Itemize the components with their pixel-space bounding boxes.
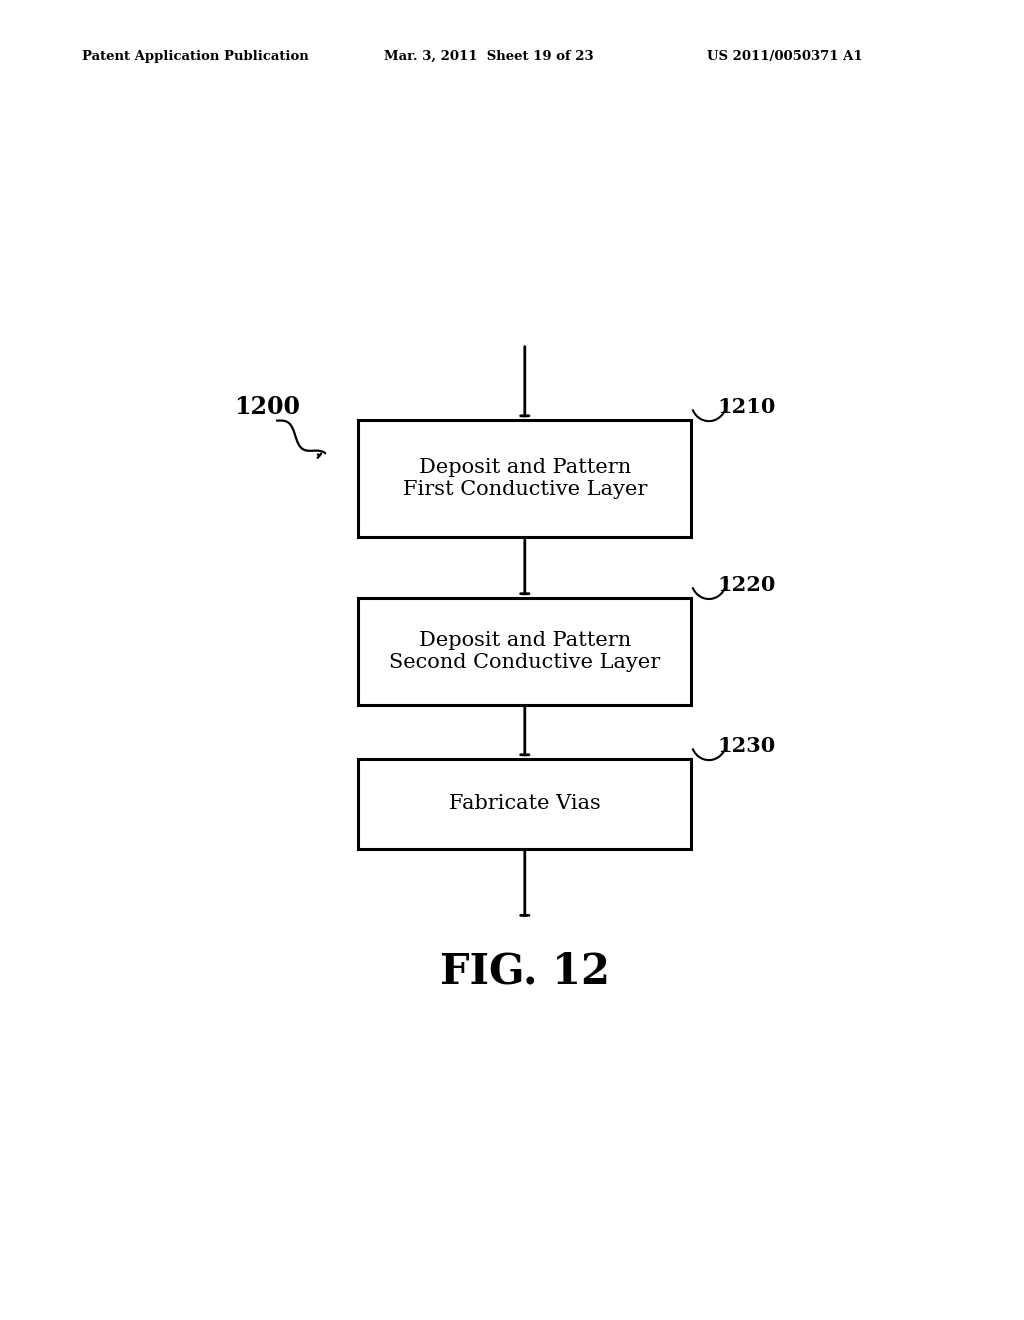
- Text: Patent Application Publication: Patent Application Publication: [82, 50, 308, 63]
- Text: Mar. 3, 2011  Sheet 19 of 23: Mar. 3, 2011 Sheet 19 of 23: [384, 50, 594, 63]
- Bar: [358, 598, 691, 705]
- Text: 1220: 1220: [718, 576, 776, 595]
- Text: Fabricate Vias: Fabricate Vias: [449, 795, 601, 813]
- Text: 1210: 1210: [718, 397, 776, 417]
- Text: 1200: 1200: [233, 396, 300, 420]
- Text: FIG. 12: FIG. 12: [439, 950, 610, 993]
- Text: US 2011/0050371 A1: US 2011/0050371 A1: [707, 50, 862, 63]
- Text: 1230: 1230: [718, 737, 776, 756]
- Bar: [358, 759, 691, 849]
- Text: Deposit and Pattern
First Conductive Layer: Deposit and Pattern First Conductive Lay…: [402, 458, 647, 499]
- Bar: [358, 420, 691, 537]
- Text: Deposit and Pattern
Second Conductive Layer: Deposit and Pattern Second Conductive La…: [389, 631, 660, 672]
